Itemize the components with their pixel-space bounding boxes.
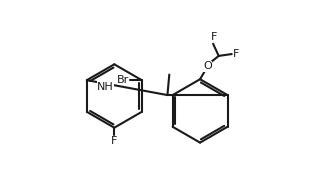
Text: F: F: [233, 49, 239, 59]
Text: O: O: [203, 61, 212, 71]
Text: NH: NH: [97, 82, 114, 92]
Text: F: F: [211, 32, 217, 42]
Text: Br: Br: [117, 75, 129, 85]
Text: F: F: [111, 136, 118, 146]
